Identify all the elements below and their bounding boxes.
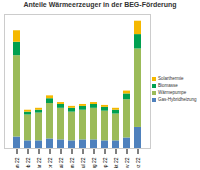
- svg-text:Jan 22: Jan 22: [14, 157, 20, 168]
- svg-text:Okt 22: Okt 22: [113, 157, 119, 168]
- svg-text:Nov 22: Nov 22: [124, 157, 130, 168]
- svg-text:Feb 22: Feb 22: [25, 157, 31, 168]
- svg-text:Aug 22: Aug 22: [91, 157, 97, 168]
- svg-text:Apr 22: Apr 22: [47, 157, 53, 168]
- svg-text:Sep 22: Sep 22: [102, 157, 108, 168]
- html-text:Biomasse: Biomasse: [158, 83, 178, 88]
- html-text:Wärmepumpe: Wärmepumpe: [158, 90, 187, 95]
- svg-text:Jul 22: Jul 22: [80, 157, 86, 168]
- html-text:Anteile Wärmeerzeuger in der B: Anteile Wärmeerzeuger in der BEG-Förderu…: [23, 1, 177, 8]
- html-text:Gas-Hybridheizung: Gas-Hybridheizung: [158, 97, 197, 102]
- svg-text:Jun 22: Jun 22: [69, 157, 75, 168]
- svg-text:Mai 22: Mai 22: [58, 157, 64, 168]
- svg-text:Dez 22: Dez 22: [135, 157, 141, 168]
- svg-text:Mär 22: Mär 22: [36, 157, 42, 168]
- html-text:Solarthermie: Solarthermie: [158, 76, 184, 81]
